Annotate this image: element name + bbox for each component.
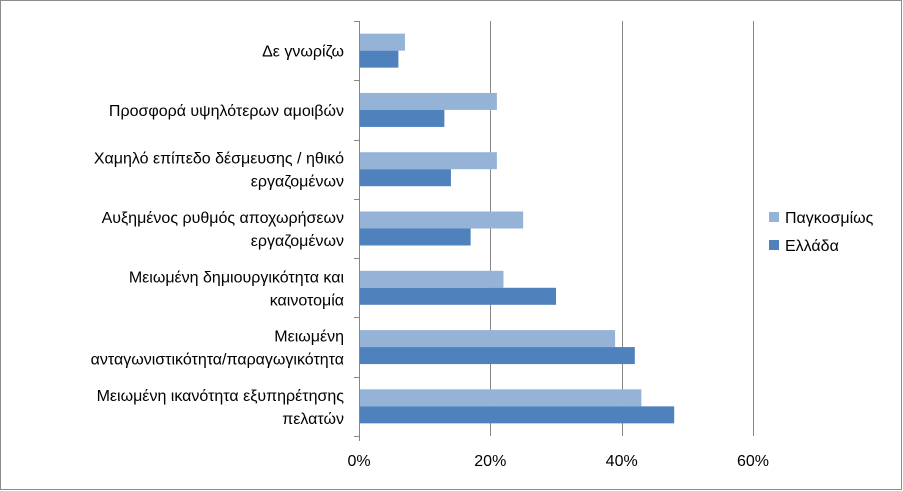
category-label: Μειωμένη [274,329,344,346]
category-label: πελατών [282,411,344,428]
x-tick-label: 20% [474,453,506,470]
category-label: Προσφορά υψηλότερων αμοιβών [109,103,344,120]
category-label: Αυξημένος ρυθμός αποχωρήσεων [102,210,344,227]
bars [359,33,675,424]
x-tick-labels: 0% 20% 40% 60% [347,453,769,470]
bar-greece-1 [359,109,445,127]
bar-greece-2 [359,169,451,187]
axes [354,21,360,441]
category-label: εργαζομένων [251,233,344,250]
category-label: Χαμηλό επίπεδο δέσμευσης / ηθικό [94,151,344,168]
legend-swatch [769,240,779,250]
legend-label: Παγκοσμίως [785,210,874,227]
category-label: ανταγωνιστικότητα/παραγωγικότητα [91,352,344,369]
x-tick-label: 0% [347,453,370,470]
bar-global-0 [359,33,405,51]
bar-global-5 [359,330,616,348]
x-tick-label: 60% [737,453,769,470]
category-label: Μειωμένη δημιουργικότητα και [129,269,345,286]
bar-greece-4 [359,287,556,305]
bar-greece-6 [359,406,675,424]
legend-swatch [769,212,779,222]
bar-greece-0 [359,50,399,68]
category-label: Δε γνωρίζω [262,44,344,61]
bar-global-6 [359,389,642,407]
bar-global-3 [359,211,524,229]
bar-global-1 [359,92,497,110]
bar-greece-3 [359,228,471,246]
category-labels: Δε γνωρίζω Προσφορά υψηλότερων αμοιβών Χαμ… [91,44,345,428]
category-label: καινοτομία [270,292,344,309]
bar-global-2 [359,152,497,170]
legend: Παγκοσμίως Ελλάδα [769,210,874,255]
x-tick-label: 40% [606,453,638,470]
bar-global-4 [359,270,504,288]
category-label: Μειωμένη ικανότητα εξυπηρέτησης [97,388,345,405]
bar-greece-5 [359,347,635,365]
category-label: εργαζομένων [251,174,344,191]
legend-label: Ελλάδα [785,238,839,255]
